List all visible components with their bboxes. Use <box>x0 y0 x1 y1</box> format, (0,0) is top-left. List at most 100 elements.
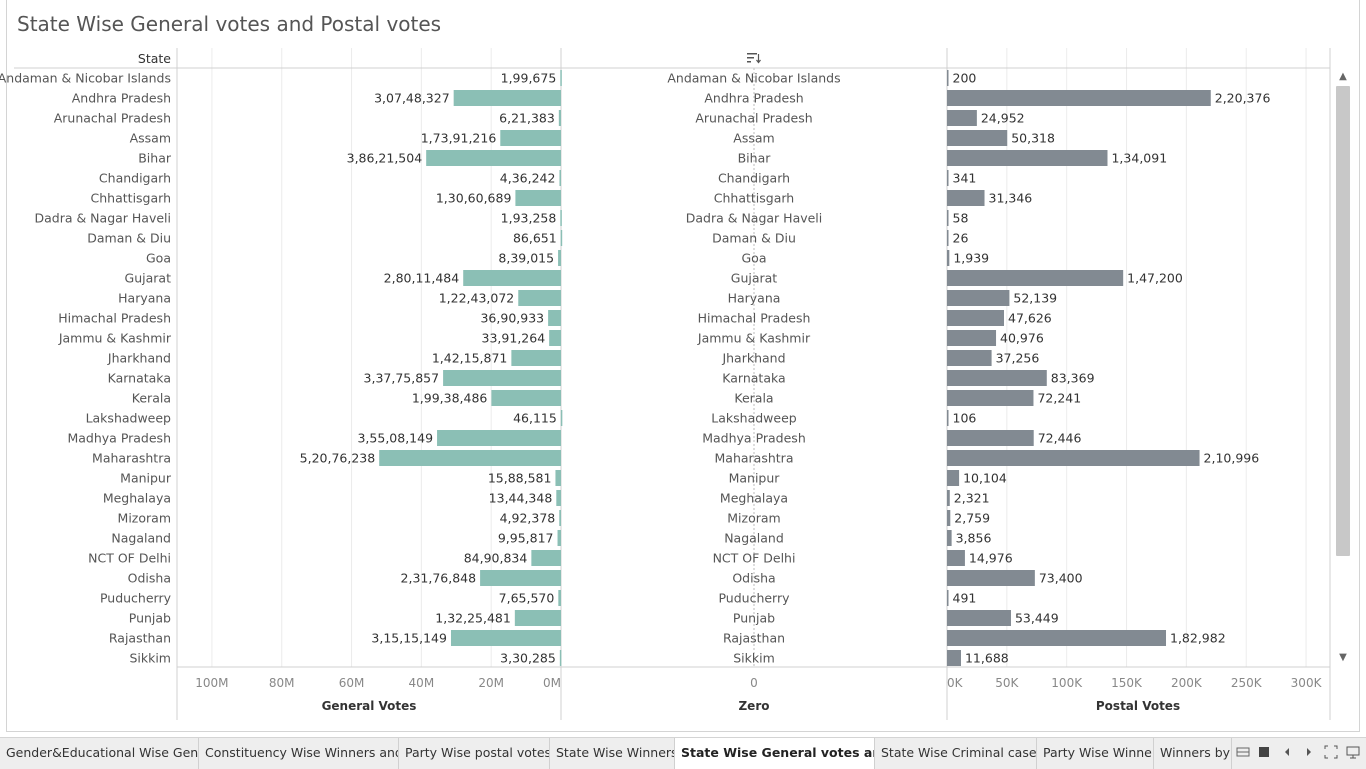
postal-axis-tick: 250K <box>1231 676 1263 690</box>
postal-value-label: 2,759 <box>954 511 990 526</box>
postal-bar <box>947 570 1035 586</box>
sort-descending-icon[interactable] <box>746 51 762 64</box>
zero-state-label: Chandigarh <box>718 171 790 186</box>
general-value-label: 8,39,015 <box>498 251 554 266</box>
state-label: Maharashtra <box>92 451 171 466</box>
general-bar <box>426 150 561 166</box>
general-value-label: 2,80,11,484 <box>384 271 460 286</box>
general-value-label: 4,92,378 <box>500 511 556 526</box>
zero-state-label: Manipur <box>729 471 781 486</box>
postal-value-label: 11,688 <box>965 651 1009 666</box>
page-title: State Wise General votes and Postal vote… <box>17 12 442 36</box>
general-value-label: 1,32,25,481 <box>435 611 511 626</box>
state-column-header[interactable]: State <box>137 51 171 66</box>
sheet-tab[interactable]: State Wise Criminal cases <box>875 738 1037 769</box>
state-label: Punjab <box>129 611 171 626</box>
general-axis-tick: 20M <box>478 676 504 690</box>
zero-state-label: Goa <box>742 251 767 266</box>
postal-axis-tick: 300K <box>1291 676 1323 690</box>
postal-bar <box>947 310 1005 326</box>
scroll-up-icon[interactable]: ▲ <box>1339 71 1347 82</box>
general-axis-tick: 100M <box>195 676 228 690</box>
general-bar <box>559 170 561 186</box>
postal-bar <box>947 250 950 266</box>
vertical-scrollbar[interactable]: ▲ ▼ <box>1334 68 1352 668</box>
zero-state-label: Lakshadweep <box>711 411 796 426</box>
postal-value-label: 491 <box>953 591 977 606</box>
postal-value-label: 40,976 <box>1000 331 1044 346</box>
general-axis-tick: 0M <box>543 676 561 690</box>
postal-bar <box>947 350 992 366</box>
general-bar <box>556 490 561 506</box>
general-value-label: 3,86,21,504 <box>347 151 423 166</box>
state-label: Andhra Pradesh <box>72 91 171 106</box>
postal-bar <box>947 490 950 506</box>
scroll-thumb[interactable] <box>1336 86 1350 556</box>
sheet-tab[interactable]: State Wise Winners <box>550 738 675 769</box>
state-label: Rajasthan <box>109 631 171 646</box>
sheet-tab[interactable]: Party Wise Winner <box>1037 738 1154 769</box>
postal-bar <box>947 530 952 546</box>
postal-bar <box>947 410 949 426</box>
present-icon[interactable] <box>1346 745 1360 759</box>
sheet-tab[interactable]: Party Wise postal votes <box>399 738 550 769</box>
postal-value-label: 106 <box>953 411 977 426</box>
sheet-tab[interactable]: Winners by <box>1154 738 1232 769</box>
postal-bar <box>947 90 1211 106</box>
postal-bar <box>947 230 949 246</box>
sheet-tab[interactable]: Gender&Educational Wise Gene... <box>0 738 199 769</box>
general-value-label: 86,651 <box>513 231 557 246</box>
general-value-label: 1,30,60,689 <box>436 191 512 206</box>
general-value-label: 46,115 <box>513 411 557 426</box>
postal-value-label: 47,626 <box>1008 311 1052 326</box>
postal-value-label: 2,10,996 <box>1204 451 1260 466</box>
zero-state-label: Gujarat <box>731 271 778 286</box>
postal-bar <box>947 150 1108 166</box>
general-bar <box>560 230 563 246</box>
zero-axis-title: Zero <box>738 699 769 713</box>
state-label: Jharkhand <box>107 351 171 366</box>
prev-icon[interactable] <box>1280 745 1294 759</box>
sheet-tab[interactable]: Constituency Wise Winners and ... <box>199 738 399 769</box>
state-label: Jammu & Kashmir <box>58 331 172 346</box>
tabs-icon[interactable] <box>1257 745 1271 759</box>
state-label: Bihar <box>138 151 172 166</box>
postal-value-label: 58 <box>953 211 969 226</box>
state-label: Goa <box>146 251 171 266</box>
state-label: Nagaland <box>111 531 171 546</box>
general-value-label: 3,37,75,857 <box>364 371 440 386</box>
general-value-label: 33,91,264 <box>482 331 546 346</box>
general-bar <box>518 290 561 306</box>
zero-state-label: Rajasthan <box>723 631 785 646</box>
state-label: Assam <box>130 131 171 146</box>
general-value-label: 7,65,570 <box>499 591 555 606</box>
postal-bar <box>947 210 949 226</box>
postal-value-label: 26 <box>953 231 969 246</box>
postal-bar <box>947 290 1010 306</box>
general-value-label: 3,30,285 <box>500 651 556 666</box>
zero-state-label: Dadra & Nagar Haveli <box>686 211 823 226</box>
state-label: Gujarat <box>125 271 172 286</box>
zero-state-label: Himachal Pradesh <box>698 311 811 326</box>
postal-value-label: 14,976 <box>969 551 1013 566</box>
postal-axis-title: Postal Votes <box>1096 699 1180 713</box>
general-value-label: 1,93,258 <box>501 211 557 226</box>
zero-state-label: Sikkim <box>733 651 775 666</box>
general-axis-title: General Votes <box>322 699 417 713</box>
postal-bar <box>947 630 1167 646</box>
sheet-tab[interactable]: State Wise General votes and ... <box>675 738 875 769</box>
next-icon[interactable] <box>1302 745 1316 759</box>
zero-state-label: Punjab <box>733 611 775 626</box>
general-bar <box>560 210 562 226</box>
postal-bar <box>947 110 977 126</box>
general-bar <box>560 410 563 426</box>
general-bar <box>437 430 561 446</box>
general-bar <box>514 610 561 626</box>
general-value-label: 1,73,91,216 <box>421 131 497 146</box>
fit-icon[interactable] <box>1324 745 1338 759</box>
filmstrip-icon[interactable] <box>1236 745 1250 759</box>
scroll-down-icon[interactable]: ▼ <box>1339 652 1347 663</box>
state-label: Puducherry <box>100 591 172 606</box>
postal-bar <box>947 590 949 606</box>
zero-state-label: Assam <box>733 131 774 146</box>
